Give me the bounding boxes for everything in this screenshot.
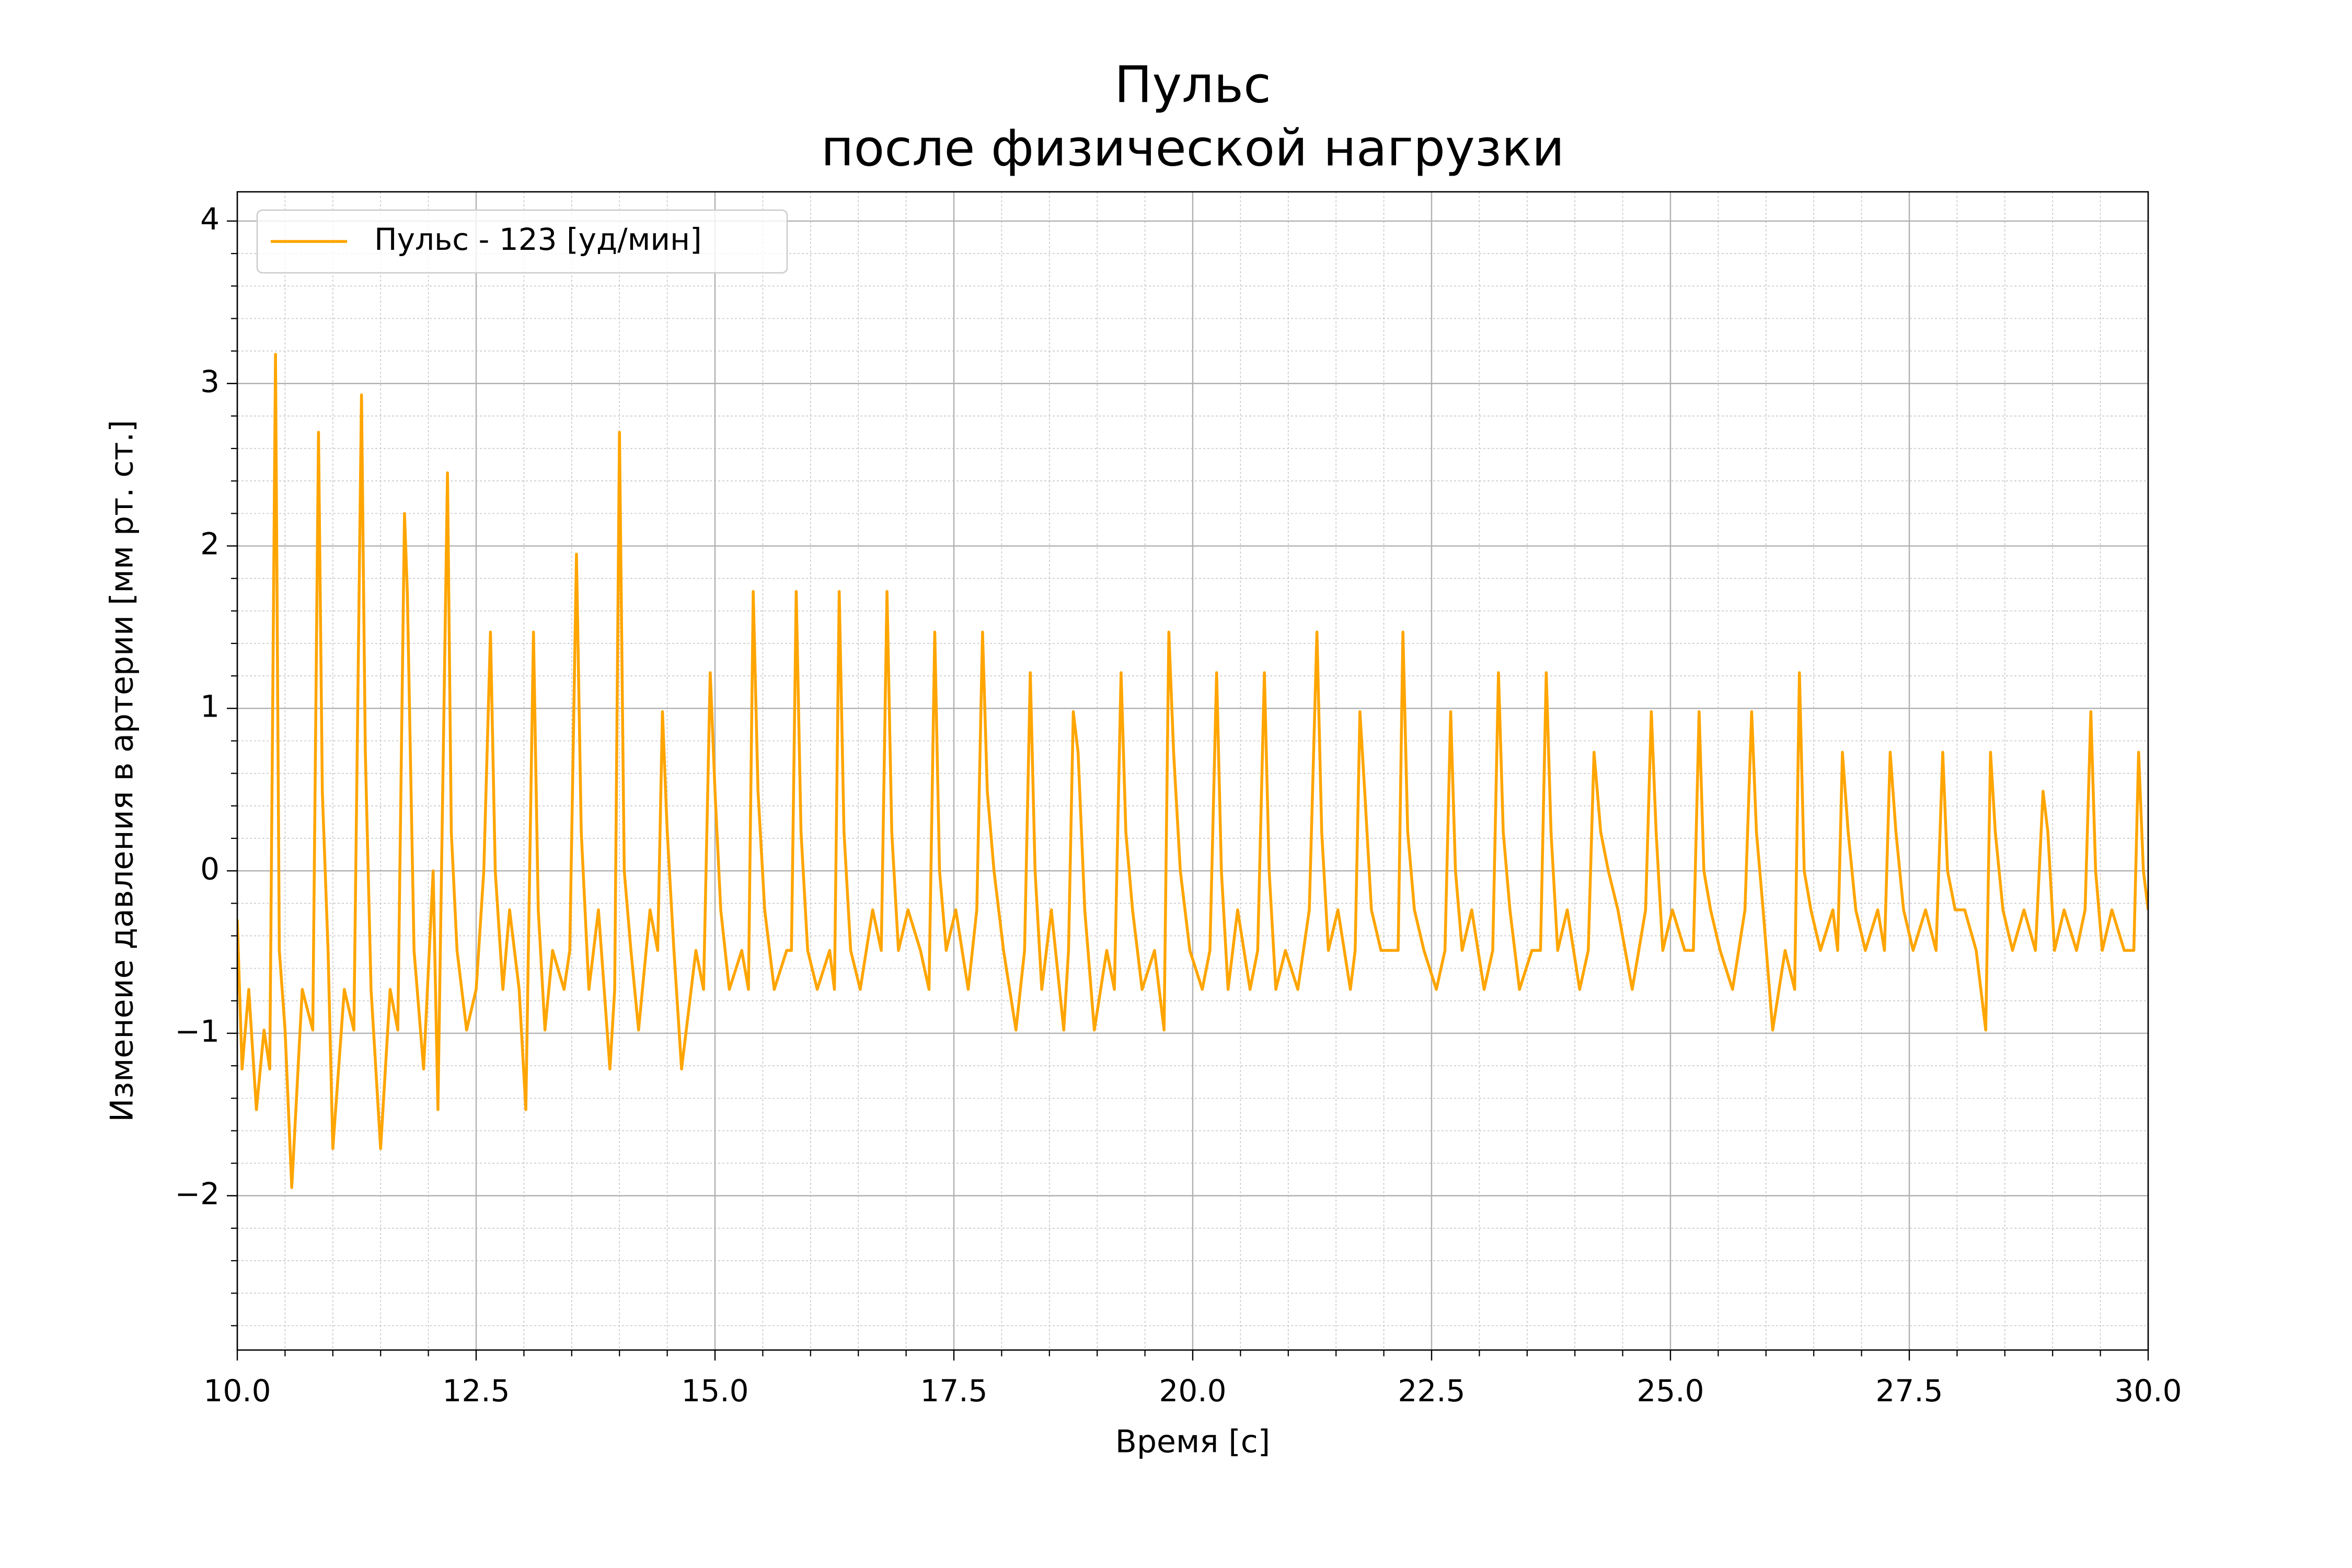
y-axis-label: Изменеие давления в артерии [мм рт. ст.] [104, 420, 141, 1122]
data-line [237, 353, 2148, 1189]
x-tick-label: 27.5 [1875, 1373, 1943, 1409]
y-tick-label: 2 [200, 526, 220, 562]
legend-box [256, 209, 788, 274]
chart-subtitle: после физической нагрузки [821, 119, 1565, 177]
x-tick-label: 17.5 [920, 1373, 987, 1409]
x-tick-label: 20.0 [1159, 1373, 1226, 1409]
plot-frame [236, 191, 2149, 1351]
x-tick-label: 25.0 [1636, 1373, 1704, 1409]
y-tick-label: −1 [175, 1013, 220, 1049]
x-tick-label: 30.0 [2114, 1373, 2182, 1409]
y-tick-label: −2 [175, 1176, 220, 1212]
y-tick-label: 4 [200, 201, 220, 237]
x-tick-label: 12.5 [442, 1373, 510, 1409]
x-tick-label: 22.5 [1398, 1373, 1465, 1409]
x-axis-label: Время [с] [1115, 1424, 1270, 1460]
legend-label: Пульс - 123 [уд/мин] [374, 222, 702, 257]
y-tick-label: 0 [200, 851, 220, 886]
x-tick-label: 15.0 [681, 1373, 748, 1409]
y-tick-label: 1 [200, 688, 220, 724]
x-tick-label: 10.0 [203, 1373, 271, 1409]
chart-title: Пульс [1114, 55, 1271, 114]
y-tick-label: 3 [200, 364, 220, 399]
